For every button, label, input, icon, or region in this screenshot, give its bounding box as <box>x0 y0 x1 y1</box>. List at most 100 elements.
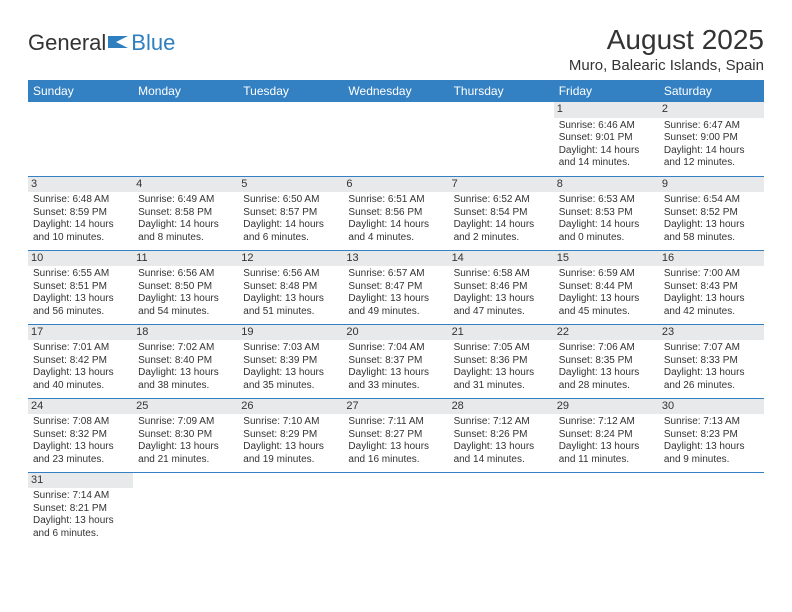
daylight-text: Daylight: 13 hours and 14 minutes. <box>454 441 549 466</box>
sunrise-text: Sunrise: 6:56 AM <box>243 268 338 281</box>
calendar-cell <box>659 472 764 546</box>
sunrise-text: Sunrise: 7:04 AM <box>348 342 443 355</box>
sunset-text: Sunset: 8:56 PM <box>348 207 443 220</box>
day-number: 19 <box>238 325 343 341</box>
calendar-cell <box>554 472 659 546</box>
sunset-text: Sunset: 8:39 PM <box>243 355 338 368</box>
calendar-cell <box>238 472 343 546</box>
day-number: 30 <box>659 399 764 415</box>
daylight-text: Daylight: 13 hours and 56 minutes. <box>33 293 128 318</box>
sunrise-text: Sunrise: 7:02 AM <box>138 342 233 355</box>
day-number: 16 <box>659 251 764 267</box>
daylight-text: Daylight: 13 hours and 35 minutes. <box>243 367 338 392</box>
daylight-text: Daylight: 13 hours and 19 minutes. <box>243 441 338 466</box>
calendar-cell: 28Sunrise: 7:12 AMSunset: 8:26 PMDayligh… <box>449 398 554 472</box>
sunset-text: Sunset: 8:40 PM <box>138 355 233 368</box>
calendar-cell: 15Sunrise: 6:59 AMSunset: 8:44 PMDayligh… <box>554 250 659 324</box>
weekday-header: Sunday <box>28 80 133 102</box>
sunset-text: Sunset: 8:24 PM <box>559 429 654 442</box>
daylight-text: Daylight: 14 hours and 14 minutes. <box>559 145 654 170</box>
sunset-text: Sunset: 8:36 PM <box>454 355 549 368</box>
day-number: 18 <box>133 325 238 341</box>
sunset-text: Sunset: 8:44 PM <box>559 281 654 294</box>
sunrise-text: Sunrise: 6:48 AM <box>33 194 128 207</box>
sunset-text: Sunset: 8:21 PM <box>33 503 128 516</box>
day-number: 14 <box>449 251 554 267</box>
calendar-cell: 26Sunrise: 7:10 AMSunset: 8:29 PMDayligh… <box>238 398 343 472</box>
day-number: 23 <box>659 325 764 341</box>
daylight-text: Daylight: 13 hours and 11 minutes. <box>559 441 654 466</box>
calendar-cell <box>133 102 238 176</box>
daylight-text: Daylight: 13 hours and 23 minutes. <box>33 441 128 466</box>
daylight-text: Daylight: 13 hours and 33 minutes. <box>348 367 443 392</box>
sunrise-text: Sunrise: 6:57 AM <box>348 268 443 281</box>
day-number: 17 <box>28 325 133 341</box>
calendar-cell: 6Sunrise: 6:51 AMSunset: 8:56 PMDaylight… <box>343 176 448 250</box>
sunrise-text: Sunrise: 7:07 AM <box>664 342 759 355</box>
calendar-cell: 5Sunrise: 6:50 AMSunset: 8:57 PMDaylight… <box>238 176 343 250</box>
sunset-text: Sunset: 8:52 PM <box>664 207 759 220</box>
day-number: 22 <box>554 325 659 341</box>
day-number: 21 <box>449 325 554 341</box>
daylight-text: Daylight: 13 hours and 49 minutes. <box>348 293 443 318</box>
calendar-cell: 22Sunrise: 7:06 AMSunset: 8:35 PMDayligh… <box>554 324 659 398</box>
weekday-header: Thursday <box>449 80 554 102</box>
calendar-cell <box>343 102 448 176</box>
sunset-text: Sunset: 8:59 PM <box>33 207 128 220</box>
sunrise-text: Sunrise: 6:54 AM <box>664 194 759 207</box>
day-number <box>238 102 343 118</box>
day-number: 4 <box>133 177 238 193</box>
day-number: 1 <box>554 102 659 118</box>
calendar-cell: 8Sunrise: 6:53 AMSunset: 8:53 PMDaylight… <box>554 176 659 250</box>
calendar-cell: 9Sunrise: 6:54 AMSunset: 8:52 PMDaylight… <box>659 176 764 250</box>
weekday-header: Wednesday <box>343 80 448 102</box>
daylight-text: Daylight: 13 hours and 21 minutes. <box>138 441 233 466</box>
calendar-cell: 10Sunrise: 6:55 AMSunset: 8:51 PMDayligh… <box>28 250 133 324</box>
sunrise-text: Sunrise: 6:51 AM <box>348 194 443 207</box>
sunset-text: Sunset: 9:01 PM <box>559 132 654 145</box>
day-number: 25 <box>133 399 238 415</box>
sunrise-text: Sunrise: 6:46 AM <box>559 120 654 133</box>
sunset-text: Sunset: 8:43 PM <box>664 281 759 294</box>
calendar-cell: 18Sunrise: 7:02 AMSunset: 8:40 PMDayligh… <box>133 324 238 398</box>
calendar-cell <box>449 472 554 546</box>
day-number: 3 <box>28 177 133 193</box>
sunset-text: Sunset: 8:50 PM <box>138 281 233 294</box>
day-number: 2 <box>659 102 764 118</box>
sunset-text: Sunset: 8:23 PM <box>664 429 759 442</box>
calendar-cell: 24Sunrise: 7:08 AMSunset: 8:32 PMDayligh… <box>28 398 133 472</box>
calendar-cell: 21Sunrise: 7:05 AMSunset: 8:36 PMDayligh… <box>449 324 554 398</box>
calendar-cell: 31Sunrise: 7:14 AMSunset: 8:21 PMDayligh… <box>28 472 133 546</box>
sunset-text: Sunset: 8:29 PM <box>243 429 338 442</box>
sunrise-text: Sunrise: 7:09 AM <box>138 416 233 429</box>
calendar-cell <box>133 472 238 546</box>
calendar-row: 24Sunrise: 7:08 AMSunset: 8:32 PMDayligh… <box>28 398 764 472</box>
sunrise-text: Sunrise: 6:50 AM <box>243 194 338 207</box>
calendar-row: 3Sunrise: 6:48 AMSunset: 8:59 PMDaylight… <box>28 176 764 250</box>
calendar-cell <box>238 102 343 176</box>
sunrise-text: Sunrise: 7:12 AM <box>454 416 549 429</box>
daylight-text: Daylight: 14 hours and 6 minutes. <box>243 219 338 244</box>
weekday-header: Friday <box>554 80 659 102</box>
sunset-text: Sunset: 8:26 PM <box>454 429 549 442</box>
day-number <box>133 473 238 489</box>
day-number <box>343 102 448 118</box>
daylight-text: Daylight: 14 hours and 0 minutes. <box>559 219 654 244</box>
daylight-text: Daylight: 14 hours and 10 minutes. <box>33 219 128 244</box>
daylight-text: Daylight: 14 hours and 4 minutes. <box>348 219 443 244</box>
sunrise-text: Sunrise: 6:55 AM <box>33 268 128 281</box>
day-number: 31 <box>28 473 133 489</box>
daylight-text: Daylight: 14 hours and 12 minutes. <box>664 145 759 170</box>
day-number <box>554 473 659 489</box>
sunset-text: Sunset: 8:48 PM <box>243 281 338 294</box>
sunset-text: Sunset: 8:37 PM <box>348 355 443 368</box>
daylight-text: Daylight: 13 hours and 40 minutes. <box>33 367 128 392</box>
calendar-cell <box>28 102 133 176</box>
calendar-cell: 4Sunrise: 6:49 AMSunset: 8:58 PMDaylight… <box>133 176 238 250</box>
calendar-table: Sunday Monday Tuesday Wednesday Thursday… <box>28 80 764 546</box>
sunrise-text: Sunrise: 7:08 AM <box>33 416 128 429</box>
logo-text-blue: Blue <box>131 30 175 56</box>
calendar-row: 17Sunrise: 7:01 AMSunset: 8:42 PMDayligh… <box>28 324 764 398</box>
sunrise-text: Sunrise: 7:00 AM <box>664 268 759 281</box>
logo-flag-icon <box>108 30 130 56</box>
